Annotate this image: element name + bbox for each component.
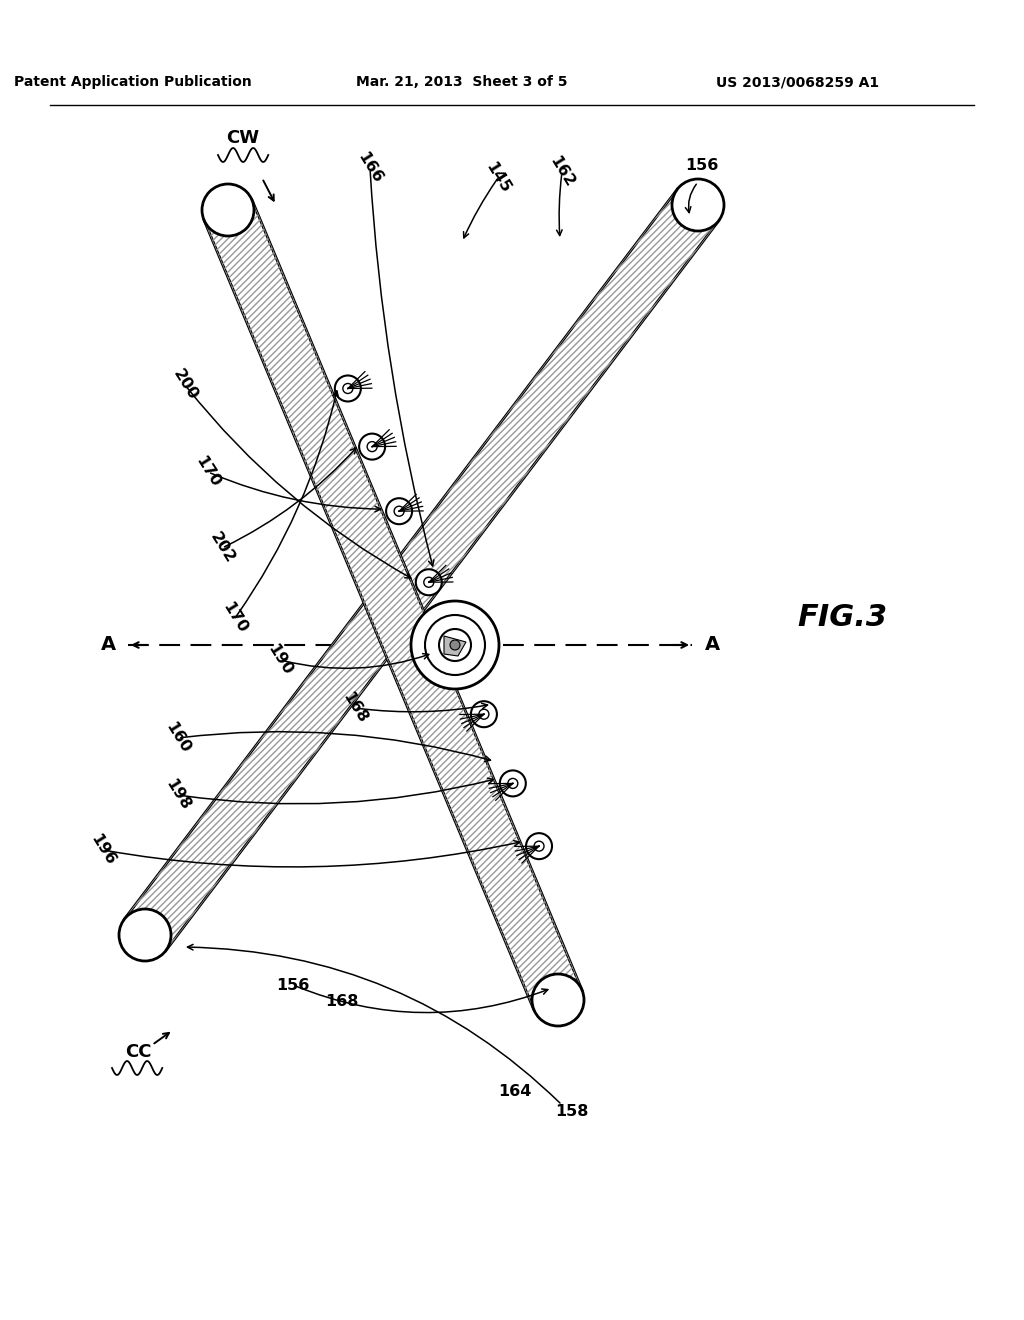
Text: 198: 198 <box>163 777 194 813</box>
Text: 190: 190 <box>265 642 295 678</box>
Text: 160: 160 <box>163 719 194 756</box>
Circle shape <box>479 709 488 719</box>
Text: CW: CW <box>226 129 259 147</box>
Text: 156: 156 <box>685 157 719 173</box>
Text: US 2013/0068259 A1: US 2013/0068259 A1 <box>717 75 880 88</box>
Polygon shape <box>204 199 582 1010</box>
Text: Mar. 21, 2013  Sheet 3 of 5: Mar. 21, 2013 Sheet 3 of 5 <box>356 75 567 88</box>
Circle shape <box>394 506 404 516</box>
Circle shape <box>386 498 412 524</box>
Circle shape <box>535 841 544 851</box>
Circle shape <box>343 384 353 393</box>
Circle shape <box>450 640 460 649</box>
Circle shape <box>526 833 552 859</box>
Circle shape <box>471 701 497 727</box>
Text: 196: 196 <box>88 832 118 869</box>
Text: CC: CC <box>125 1043 152 1061</box>
Circle shape <box>424 577 434 587</box>
Text: 145: 145 <box>482 160 513 197</box>
Circle shape <box>368 442 377 451</box>
Text: 200: 200 <box>170 367 201 403</box>
Text: 202: 202 <box>207 529 238 566</box>
Circle shape <box>500 771 525 796</box>
Text: 168: 168 <box>340 690 371 726</box>
Text: Patent Application Publication: Patent Application Publication <box>14 75 252 88</box>
Circle shape <box>425 615 485 675</box>
Text: A: A <box>705 635 720 655</box>
Text: 164: 164 <box>499 1085 531 1100</box>
Circle shape <box>202 183 254 236</box>
Text: 162: 162 <box>547 154 578 190</box>
Text: 170: 170 <box>220 599 250 636</box>
Text: 170: 170 <box>193 454 223 490</box>
Text: FIG.3: FIG.3 <box>797 603 887 632</box>
Polygon shape <box>444 636 466 656</box>
Circle shape <box>411 601 499 689</box>
Text: 168: 168 <box>326 994 358 1010</box>
Text: 166: 166 <box>354 150 385 186</box>
Circle shape <box>119 909 171 961</box>
Circle shape <box>335 375 360 401</box>
Circle shape <box>508 779 518 788</box>
Polygon shape <box>124 189 719 950</box>
Circle shape <box>439 630 471 661</box>
Circle shape <box>532 974 584 1026</box>
Circle shape <box>359 433 385 459</box>
Text: A: A <box>100 635 116 655</box>
Circle shape <box>672 180 724 231</box>
Text: 158: 158 <box>555 1105 589 1119</box>
Circle shape <box>416 569 441 595</box>
Text: 156: 156 <box>276 978 309 993</box>
